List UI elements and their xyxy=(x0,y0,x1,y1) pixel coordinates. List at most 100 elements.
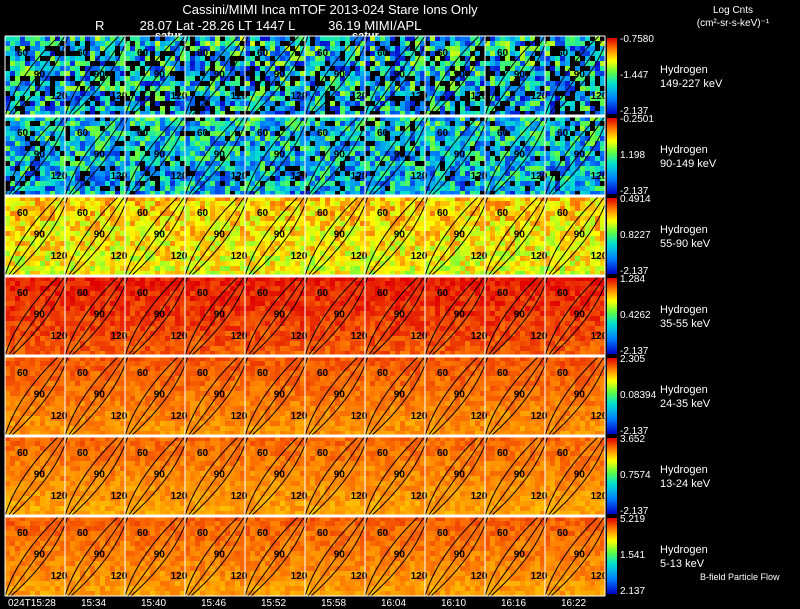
units-line1: Log Cnts xyxy=(712,5,754,16)
contour-label: 90 xyxy=(274,310,286,321)
contour-label: 60 xyxy=(137,528,149,539)
colorbar xyxy=(607,358,617,434)
contour-label: 60 xyxy=(257,528,269,539)
contour-line xyxy=(187,35,246,117)
contour-line xyxy=(64,115,120,197)
contour-label: 90 xyxy=(574,230,586,241)
contour-line xyxy=(544,435,600,517)
contour-label: 90 xyxy=(34,550,46,561)
contour-label: 60 xyxy=(497,368,509,379)
energy-range-label: 5-13 keV xyxy=(660,558,705,570)
x-tick-label: 15:52 xyxy=(261,598,287,609)
contour-label: 60 xyxy=(497,448,509,459)
contour-label: 60 xyxy=(377,208,389,219)
contour-label: 60 xyxy=(317,448,329,459)
contour-label: 60 xyxy=(17,208,29,219)
contour-label: 90 xyxy=(514,150,526,161)
contour-label: 90 xyxy=(214,390,226,401)
contour-label: 60 xyxy=(437,368,449,379)
contour-label: 90 xyxy=(574,310,586,321)
contour-line xyxy=(7,515,66,597)
contour-line xyxy=(364,275,420,357)
contour-label: 90 xyxy=(334,70,346,81)
l-value: 36.19 xyxy=(328,18,361,33)
contour-line xyxy=(247,355,306,437)
contour-line xyxy=(307,515,366,597)
contour-label: 120 xyxy=(531,91,548,102)
contour-label: 90 xyxy=(394,470,406,481)
contour-line xyxy=(304,275,360,357)
contour-label: 120 xyxy=(471,171,488,182)
colorbar-tick-label: 1.284 xyxy=(620,274,646,285)
contour-label: 120 xyxy=(291,91,308,102)
contour-line xyxy=(184,115,240,197)
contour-line xyxy=(187,515,246,597)
x-tick-label: 15:58 xyxy=(321,598,347,609)
contour-label: 90 xyxy=(334,550,346,561)
contour-line xyxy=(244,275,300,357)
contour-label: 60 xyxy=(257,448,269,459)
l-label: L xyxy=(288,18,295,33)
contour-line xyxy=(67,35,126,117)
contour-label: 90 xyxy=(94,310,106,321)
contour-line xyxy=(124,355,180,437)
contour-line xyxy=(247,435,306,517)
contour-label: 120 xyxy=(411,491,428,502)
x-tick-label: 15:40 xyxy=(141,598,167,609)
colorbar-tick-label: 5.219 xyxy=(620,514,646,525)
contour-line xyxy=(64,515,120,597)
contour-line xyxy=(7,115,66,197)
contour-label: 120 xyxy=(171,91,188,102)
contour-label: 60 xyxy=(17,448,29,459)
contour-label: 120 xyxy=(51,571,68,582)
contour-label: 60 xyxy=(317,128,329,139)
contour-line xyxy=(244,435,300,517)
contour-label: 120 xyxy=(591,171,608,182)
contour-label: 90 xyxy=(34,70,46,81)
contour-line xyxy=(367,515,426,597)
contour-label: 90 xyxy=(514,390,526,401)
contour-label: 90 xyxy=(34,310,46,321)
contour-label: 120 xyxy=(471,491,488,502)
contour-line xyxy=(424,115,480,197)
contour-line xyxy=(544,515,600,597)
position-readout: R 28.07 Lat -28.26 LT 1447 L 36.19 MIMI/… xyxy=(95,18,565,33)
contour-line xyxy=(487,435,546,517)
contour-label: 90 xyxy=(154,230,166,241)
contour-line xyxy=(247,115,306,197)
contour-label: 60 xyxy=(257,368,269,379)
contour-label: 120 xyxy=(171,171,188,182)
contour-label: 120 xyxy=(351,491,368,502)
contour-line xyxy=(127,355,186,437)
contour-label: 90 xyxy=(214,310,226,321)
energy-range-label: 24-35 keV xyxy=(660,398,711,410)
colorbar-tick-label: 2.137 xyxy=(620,586,646,597)
contour-label: 60 xyxy=(257,288,269,299)
contour-line xyxy=(4,195,60,277)
contour-label: 90 xyxy=(274,550,286,561)
contour-label: 60 xyxy=(77,528,89,539)
contour-line xyxy=(424,515,480,597)
contour-label: 60 xyxy=(377,368,389,379)
contour-line xyxy=(244,195,300,277)
contour-label: 120 xyxy=(291,171,308,182)
contour-line xyxy=(64,195,120,277)
contour-label: 90 xyxy=(154,310,166,321)
contour-label: 120 xyxy=(171,571,188,582)
contour-label: 60 xyxy=(317,368,329,379)
contour-label: 90 xyxy=(94,470,106,481)
contour-label: 60 xyxy=(137,48,149,59)
contour-line xyxy=(544,275,600,357)
contour-line xyxy=(547,195,606,277)
contour-line xyxy=(424,195,480,277)
colorbar-tick-label: -1.447 xyxy=(620,70,649,81)
contour-line xyxy=(424,355,480,437)
contour-label: 120 xyxy=(111,331,128,342)
contour-label: 60 xyxy=(557,128,569,139)
contour-label: 90 xyxy=(154,390,166,401)
contour-label: 90 xyxy=(454,150,466,161)
colorbar-tick-label: -2.137 xyxy=(620,426,649,437)
colorbar-tick-label: 0.4262 xyxy=(620,310,651,321)
contour-line xyxy=(367,355,426,437)
contour-label: 60 xyxy=(197,528,209,539)
